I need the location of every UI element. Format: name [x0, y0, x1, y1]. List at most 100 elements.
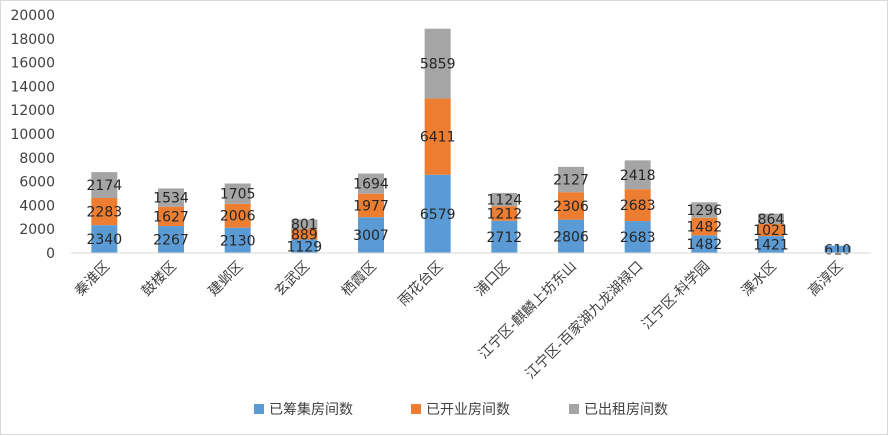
bar-segment: [758, 213, 784, 224]
legend-label: 已筹集房间数: [269, 401, 353, 418]
bar-segment: [158, 206, 184, 227]
bar-segment: [291, 239, 318, 253]
data-label: 2130: [220, 233, 256, 249]
data-label: 2174: [87, 178, 123, 194]
data-label: 2418: [620, 168, 656, 184]
y-tick-label: 2000: [19, 222, 55, 238]
x-category-label: 江宁区-科学园: [638, 258, 713, 333]
bar-segment: [758, 236, 784, 253]
data-label: 6579: [420, 207, 456, 223]
x-axis: 秦淮区 鼓楼区 建邺区 玄武区 栖霞区 雨花台区 浦口区江宁区-麒麟上坊东山江宁区-百家湖九…: [71, 252, 871, 382]
bar-segment: [224, 203, 251, 228]
bar-segment: [91, 172, 118, 198]
bar-segment: [91, 197, 118, 226]
data-label: 2127: [553, 173, 589, 189]
bar-segment: [758, 223, 784, 237]
data-label: 1705: [220, 187, 256, 203]
bar-segment: [691, 235, 718, 253]
data-label: 864: [758, 212, 785, 228]
y-tick-label: 16000: [10, 56, 55, 72]
bar-segment: [158, 188, 184, 207]
y-tick-label: 10000: [10, 127, 55, 143]
x-category-label: 浦口区: [472, 259, 513, 300]
legend-label: 已开业房间数: [426, 402, 510, 418]
legend-swatch: [254, 404, 264, 414]
data-label: 1124: [487, 193, 523, 209]
bar-segment: [158, 226, 184, 253]
y-tick-label: 0: [46, 246, 55, 262]
data-label: 2683: [620, 230, 656, 246]
bar-segment: [624, 160, 651, 190]
y-tick-label: 20000: [10, 8, 55, 24]
x-category-label: 鼓楼区: [139, 259, 180, 300]
data-label: 1977: [353, 198, 389, 214]
bar-segment: [224, 183, 251, 204]
data-label: 2006: [220, 209, 256, 225]
bar-segment: [358, 173, 384, 194]
legend-swatch: [411, 404, 421, 414]
data-label: 5859: [420, 57, 456, 73]
y-tick-label: 8000: [19, 151, 55, 167]
data-label: 1421: [753, 238, 789, 254]
legend: 已筹集房间数 已开业房间数 已出租房间数: [254, 401, 668, 418]
bar-segment: [824, 245, 851, 253]
y-tick-label: 4000: [19, 198, 55, 214]
bars: [91, 28, 851, 253]
bar-segment: [624, 221, 651, 253]
data-label: 1021: [753, 223, 789, 239]
data-label: 801: [291, 217, 318, 233]
bar-segment: [424, 174, 451, 253]
bar-segment: [291, 228, 318, 240]
x-category-label: 玄武区: [271, 258, 313, 300]
x-category-label: 高淳区: [805, 258, 847, 300]
y-tick-label: 14000: [10, 79, 55, 95]
data-label: 1694: [353, 177, 389, 193]
data-label: 2267: [153, 233, 189, 249]
data-label: 2306: [553, 199, 589, 215]
bar-segment: [491, 220, 518, 253]
bar-segment: [558, 219, 584, 253]
y-axis: 0 2000 4000 6000 8000 10000 12000 14000 16000 180…: [10, 8, 55, 262]
x-category-label: 秦淮区: [72, 259, 113, 300]
bar-segment: [491, 192, 518, 207]
data-label: 1129: [287, 239, 323, 255]
legend-label: 已出租房间数: [584, 402, 668, 418]
data-label: 1212: [487, 207, 523, 223]
bar-segment: [424, 98, 451, 175]
x-category-label: 建邺区: [205, 259, 246, 300]
y-tick-label: 12000: [10, 103, 55, 119]
y-tick-label: 18000: [10, 32, 55, 48]
bar-segment: [691, 217, 718, 236]
y-tick-label: 6000: [19, 175, 55, 191]
bar-segment: [558, 192, 584, 220]
data-label: 1534: [153, 191, 189, 207]
data-label: 1627: [153, 209, 189, 225]
bar-segment: [558, 166, 584, 193]
data-label: 2340: [87, 232, 123, 248]
data-label: 1482: [687, 237, 723, 253]
bar-segment: [91, 225, 118, 253]
data-label: 2683: [620, 198, 656, 214]
data-label: 6411: [420, 130, 456, 146]
x-category-label: 栖霞区: [339, 259, 380, 300]
x-category-label: 溧水区: [739, 259, 780, 300]
data-labels: 2340 2283 2174 2267 1627 1534 2130 2006 1705 1129…: [87, 57, 852, 259]
bar-segment: [291, 219, 318, 229]
bar-segment: [691, 202, 718, 218]
data-label: 3007: [353, 228, 389, 244]
bar-segment: [358, 193, 384, 218]
bar-segment: [424, 28, 451, 99]
bar-segment: [224, 227, 251, 253]
legend-swatch: [569, 404, 579, 414]
bar-segment: [624, 189, 651, 222]
data-label: 610: [824, 242, 851, 258]
data-label: 1482: [687, 220, 723, 236]
data-label: 1296: [687, 203, 723, 219]
data-label: 2806: [553, 229, 589, 245]
x-category-label: 雨花台区: [396, 259, 447, 310]
x-category-label: 江宁区-百家湖九龙湖禄口: [522, 258, 646, 382]
data-label: 2712: [487, 230, 523, 246]
bar-segment: [491, 206, 518, 221]
